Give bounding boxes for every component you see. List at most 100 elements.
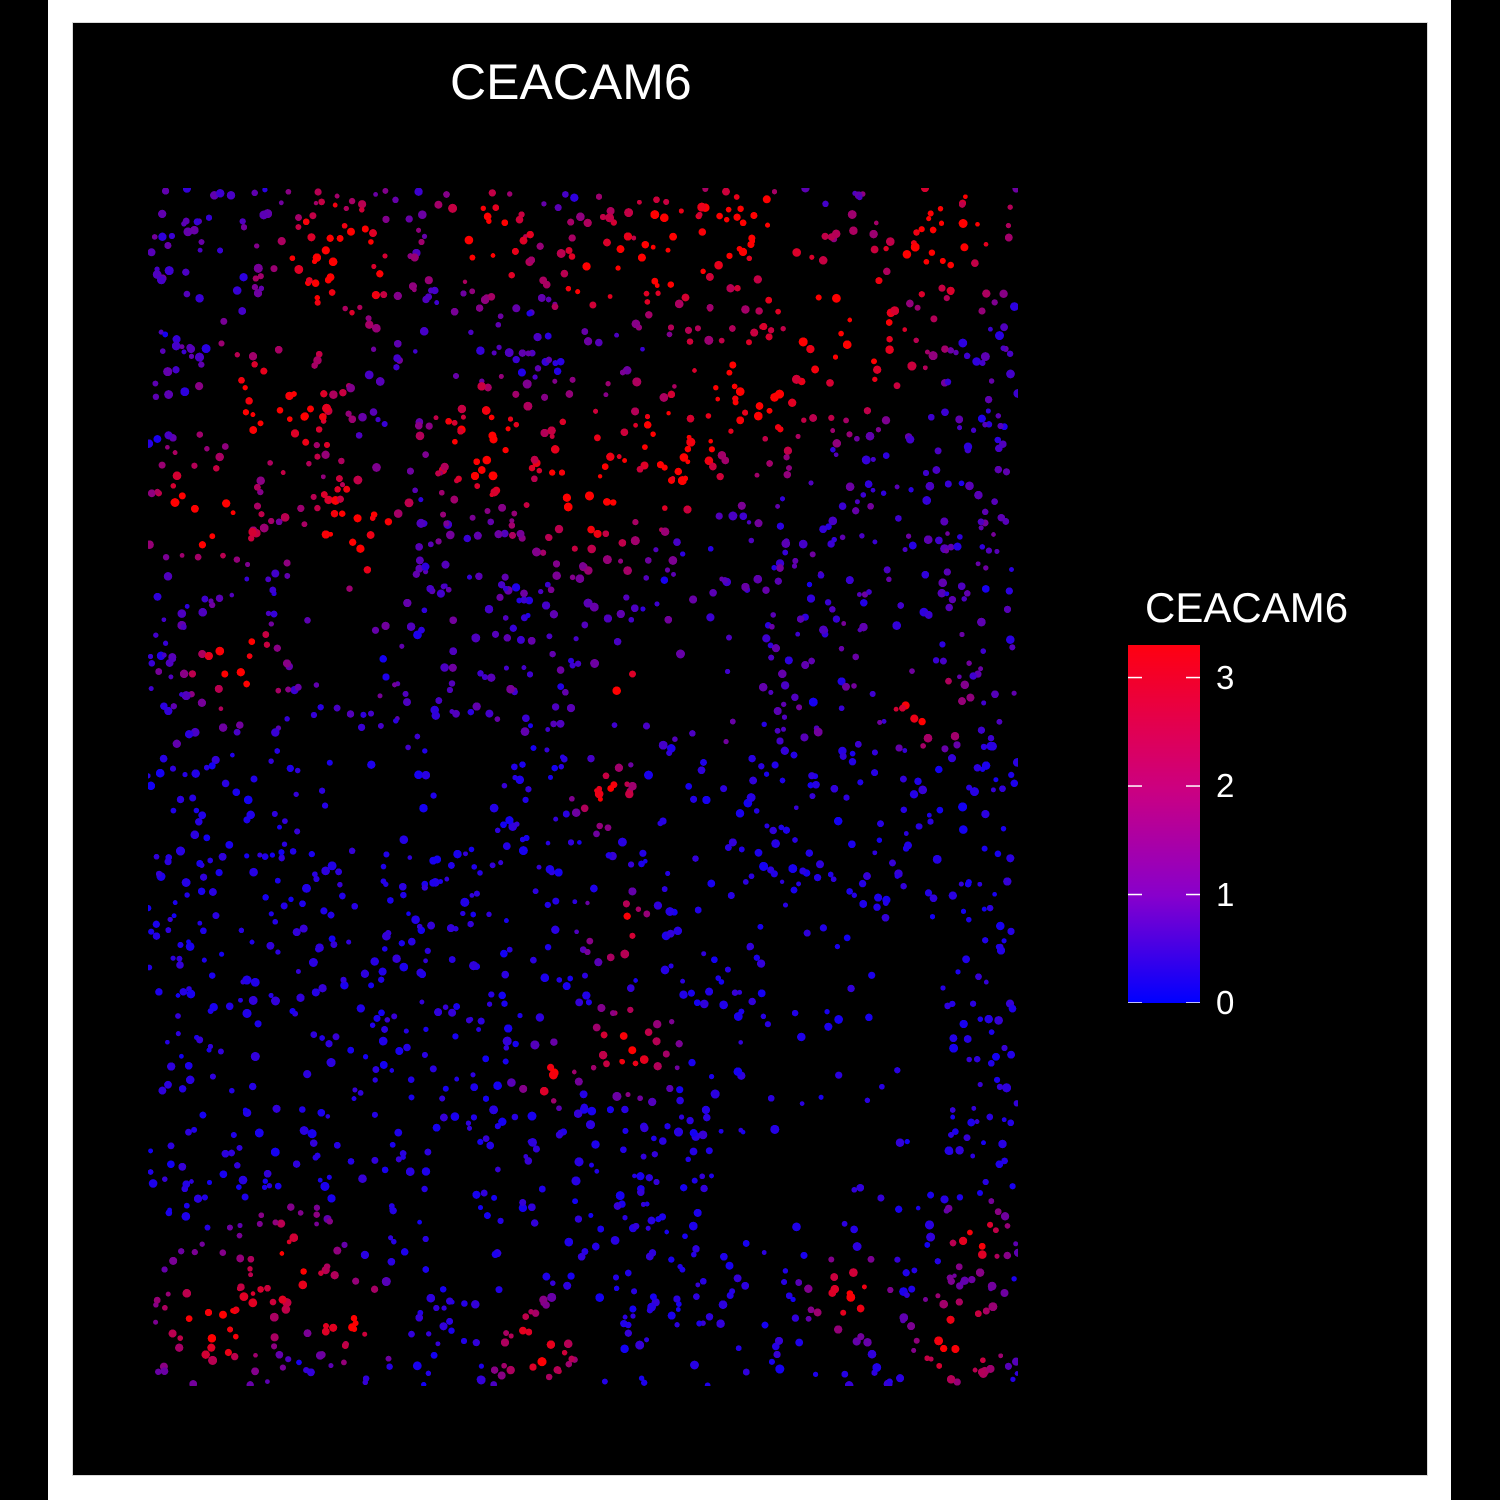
cell-point [185,1128,192,1136]
cell-point [808,772,816,780]
cell-point [893,382,901,390]
cell-point [394,1128,403,1137]
cell-point [770,870,778,878]
cell-point [512,304,521,313]
cell-point [277,237,286,246]
cell-point [679,453,689,462]
cell-point [932,657,940,664]
cell-point [299,1106,306,1113]
cell-point [959,825,968,834]
cell-point [676,1096,684,1105]
cell-point [324,495,333,505]
cell-point [368,239,374,245]
cell-point [1000,1289,1009,1297]
cell-point [868,971,876,979]
cell-point [816,860,824,869]
cell-point [662,505,668,511]
cell-point [448,1327,455,1334]
cell-point [524,1157,533,1165]
cell-point [1008,771,1015,779]
cell-point [1011,1276,1017,1282]
cell-point [357,304,363,310]
cell-point [956,1194,964,1201]
cell-point [278,200,284,206]
cell-point [708,446,716,453]
cell-point [1012,188,1018,193]
cell-point [870,245,879,254]
cell-point [314,504,321,512]
cell-point [978,1250,987,1259]
cell-point [462,279,468,284]
cell-point [219,951,225,957]
cell-point [706,613,715,622]
cell-point [589,301,597,309]
cell-point [556,666,565,674]
cell-point [554,524,564,534]
cell-point [490,1381,498,1386]
cell-point [700,999,709,1009]
cell-point [425,422,433,430]
cell-point [277,1219,286,1228]
cell-point [179,1053,184,1059]
cell-point [176,961,184,969]
cell-point [303,1070,312,1079]
cell-point [688,1058,696,1067]
cell-point [679,990,688,999]
cell-point [746,339,752,346]
cell-point [418,210,427,219]
cell-point [705,1147,713,1155]
cell-point [934,447,942,455]
cell-point [619,1032,628,1040]
cell-point [429,1065,437,1073]
cell-point [193,807,200,814]
cell-point [325,1114,331,1119]
cell-point [914,304,921,311]
cell-point [422,748,428,754]
cell-point [209,533,216,540]
cell-point [544,944,552,951]
cell-point [607,294,613,299]
cell-point [947,543,955,551]
cell-point [371,626,380,634]
cell-point [638,1375,645,1381]
cell-point [603,1060,610,1068]
cell-point [589,1162,594,1168]
cell-point [838,330,844,337]
cell-point [314,188,322,196]
cell-point [809,551,816,558]
cell-point [909,790,919,799]
cell-point [791,1314,800,1322]
cell-point [436,589,445,598]
cell-point [507,1078,516,1087]
cell-point [999,289,1008,298]
cell-point [148,660,156,667]
cell-point [511,1113,519,1121]
cell-point [565,247,573,254]
cell-point [440,663,449,672]
cell-point [993,777,999,783]
cell-point [754,848,763,857]
cell-point [659,1137,667,1145]
cell-point [183,290,191,298]
cell-point [285,1356,292,1363]
cell-point [551,703,560,711]
cell-point [726,1292,734,1299]
cell-point [229,1087,235,1094]
cell-point [716,212,723,220]
cell-point [403,698,411,707]
cell-point [221,443,229,450]
cell-point [915,1205,921,1211]
cell-point [718,979,725,985]
cell-point [835,1071,843,1079]
cell-point [733,194,740,200]
cell-point [918,717,926,726]
cell-point [592,1023,601,1032]
cell-point [610,1236,620,1245]
cell-point [231,1352,239,1361]
cell-point [918,226,925,233]
cell-point [411,915,420,924]
cell-point [276,407,284,414]
cell-point [536,467,543,474]
cell-point [403,1043,411,1052]
cell-point [902,250,912,259]
